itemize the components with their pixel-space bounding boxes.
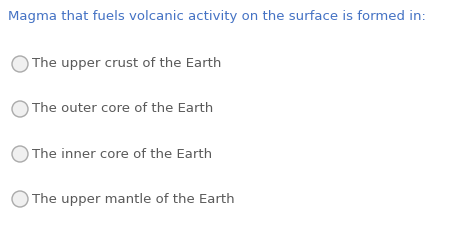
Circle shape: [12, 146, 28, 162]
Text: The upper mantle of the Earth: The upper mantle of the Earth: [32, 192, 235, 205]
Text: The upper crust of the Earth: The upper crust of the Earth: [32, 58, 221, 70]
Circle shape: [12, 101, 28, 117]
Text: Magma that fuels volcanic activity on the surface is formed in:: Magma that fuels volcanic activity on th…: [8, 10, 426, 23]
Circle shape: [12, 191, 28, 207]
Text: The outer core of the Earth: The outer core of the Earth: [32, 102, 213, 115]
Text: The inner core of the Earth: The inner core of the Earth: [32, 148, 212, 161]
Circle shape: [12, 56, 28, 72]
